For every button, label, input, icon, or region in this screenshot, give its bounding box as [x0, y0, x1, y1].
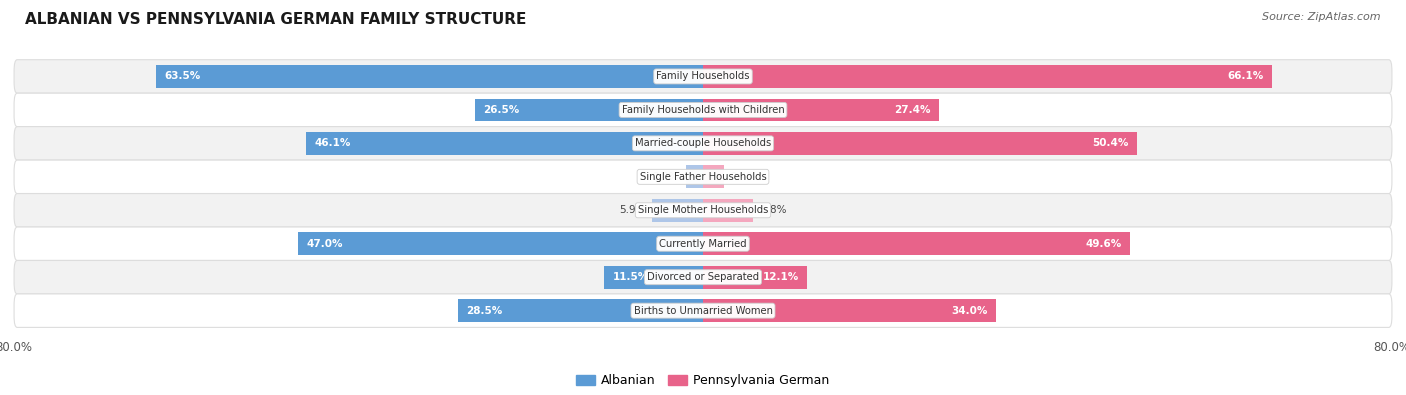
Bar	[686, 166, 703, 188]
Text: 5.8%: 5.8%	[759, 205, 786, 215]
Text: Married-couple Households: Married-couple Households	[636, 138, 770, 149]
Text: Source: ZipAtlas.com: Source: ZipAtlas.com	[1263, 12, 1381, 22]
Text: 46.1%: 46.1%	[315, 138, 352, 149]
Text: 2.0%: 2.0%	[652, 172, 679, 182]
Text: 63.5%: 63.5%	[165, 71, 201, 81]
Text: 50.4%: 50.4%	[1092, 138, 1129, 149]
Bar	[703, 232, 1130, 255]
Legend: Albanian, Pennsylvania German: Albanian, Pennsylvania German	[571, 369, 835, 392]
Text: Single Father Households: Single Father Households	[640, 172, 766, 182]
FancyBboxPatch shape	[14, 294, 1392, 327]
Text: 5.9%: 5.9%	[619, 205, 645, 215]
Text: 12.1%: 12.1%	[762, 272, 799, 282]
Bar	[307, 132, 703, 155]
Text: 27.4%: 27.4%	[894, 105, 931, 115]
Bar	[703, 166, 724, 188]
Text: ALBANIAN VS PENNSYLVANIA GERMAN FAMILY STRUCTURE: ALBANIAN VS PENNSYLVANIA GERMAN FAMILY S…	[25, 12, 527, 27]
FancyBboxPatch shape	[14, 93, 1392, 127]
FancyBboxPatch shape	[14, 227, 1392, 260]
Bar	[475, 98, 703, 121]
Bar	[605, 266, 703, 289]
FancyBboxPatch shape	[14, 194, 1392, 227]
Bar	[298, 232, 703, 255]
FancyBboxPatch shape	[14, 127, 1392, 160]
Text: 34.0%: 34.0%	[950, 306, 987, 316]
Bar	[703, 299, 995, 322]
Bar	[703, 132, 1137, 155]
Text: 2.4%: 2.4%	[731, 172, 756, 182]
Text: 26.5%: 26.5%	[484, 105, 520, 115]
Text: Currently Married: Currently Married	[659, 239, 747, 249]
Bar	[652, 199, 703, 222]
Text: 28.5%: 28.5%	[467, 306, 502, 316]
Text: 11.5%: 11.5%	[613, 272, 648, 282]
Text: Births to Unmarried Women: Births to Unmarried Women	[634, 306, 772, 316]
Bar	[703, 98, 939, 121]
Bar	[156, 65, 703, 88]
FancyBboxPatch shape	[14, 60, 1392, 93]
Bar	[703, 199, 754, 222]
FancyBboxPatch shape	[14, 160, 1392, 194]
Text: Single Mother Households: Single Mother Households	[638, 205, 768, 215]
Bar	[703, 65, 1272, 88]
Text: 49.6%: 49.6%	[1085, 239, 1122, 249]
Text: 47.0%: 47.0%	[307, 239, 343, 249]
Bar	[703, 266, 807, 289]
Text: Family Households: Family Households	[657, 71, 749, 81]
Text: Divorced or Separated: Divorced or Separated	[647, 272, 759, 282]
Bar	[457, 299, 703, 322]
FancyBboxPatch shape	[14, 260, 1392, 294]
Text: 66.1%: 66.1%	[1227, 71, 1264, 81]
Text: Family Households with Children: Family Households with Children	[621, 105, 785, 115]
